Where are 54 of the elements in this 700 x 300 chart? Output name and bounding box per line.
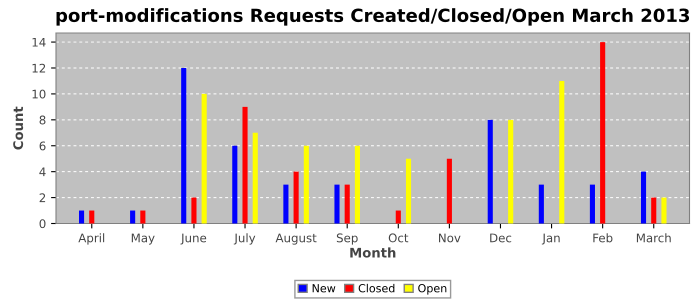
- x-tick-label: Nov: [439, 234, 461, 242]
- bar: [508, 120, 514, 224]
- y-tick-label: 10: [32, 90, 46, 99]
- x-tick-label: Dec: [490, 234, 512, 242]
- bar: [202, 94, 207, 224]
- x-tick-label: August: [276, 234, 316, 245]
- bar: [538, 184, 544, 224]
- bar: [640, 172, 646, 224]
- y-tick-label: 6: [40, 141, 46, 150]
- bar: [600, 42, 606, 224]
- bar: [590, 184, 595, 224]
- x-axis-title: Month: [350, 247, 396, 258]
- x-tick-label: April: [78, 233, 104, 245]
- x-tick-label: March: [636, 233, 671, 242]
- bar: [396, 210, 401, 224]
- y-tick-label: 0: [40, 219, 46, 228]
- bar: [242, 106, 248, 224]
- x-tick-label: Jan: [542, 234, 560, 245]
- bar: [406, 158, 412, 224]
- x-tick-label: May: [132, 234, 155, 245]
- bar: [130, 210, 136, 224]
- y-axis-title: Count: [13, 106, 24, 150]
- bar: [89, 210, 94, 224]
- chart-title: port-modifications Requests Created/Closed/Open March 2013: [56, 8, 690, 26]
- legend-label: Closed: [358, 284, 394, 292]
- bar: [559, 80, 564, 224]
- x-tick-label: June: [180, 234, 206, 245]
- bar: [661, 198, 667, 224]
- bar: [181, 68, 186, 224]
- legend-label: New: [312, 284, 336, 292]
- x-tick-label: Oct: [388, 233, 408, 242]
- y-tick-label: 12: [32, 64, 46, 72]
- legend-label: Open: [418, 284, 446, 295]
- bar: [651, 198, 656, 224]
- bar: [283, 184, 288, 224]
- x-tick-label: July: [234, 233, 256, 245]
- y-tick-label: 4: [39, 168, 46, 176]
- bar: [232, 146, 238, 224]
- bar: [191, 198, 196, 224]
- x-tick-label: Sep: [336, 233, 358, 245]
- x-tick-label: Feb: [593, 233, 612, 242]
- bar: [344, 184, 350, 224]
- y-tick-label: 8: [40, 116, 46, 124]
- bar: [304, 146, 309, 224]
- bar: [140, 210, 146, 224]
- bar: [354, 146, 360, 224]
- y-tick-label: 14: [32, 38, 46, 47]
- bar: [294, 172, 299, 224]
- bar: [78, 210, 84, 224]
- bar: [446, 158, 452, 224]
- y-tick-label: 2: [40, 193, 46, 202]
- bar: [252, 132, 258, 224]
- bar: [488, 120, 493, 224]
- bar: [334, 184, 340, 224]
